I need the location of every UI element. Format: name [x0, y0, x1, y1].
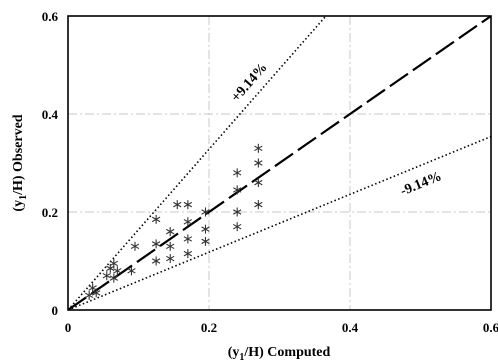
x-axis-title: (y1/H) Computed	[228, 345, 331, 362]
x-tick-label-2: 0.4	[342, 320, 359, 335]
data-point-26	[233, 185, 242, 195]
data-point-13	[166, 254, 175, 264]
data-point-6	[109, 258, 118, 268]
data-point-15	[166, 227, 175, 237]
data-point-25	[233, 207, 242, 217]
data-point-16	[173, 200, 182, 210]
data-point-3	[102, 271, 111, 281]
data-point-17	[183, 249, 193, 259]
tick-labels: 0 0.2 0.4 0.6 0 0.2 0.4 0.6	[42, 9, 498, 335]
x-tick-label-0: 0	[65, 320, 72, 335]
data-point-14	[166, 241, 175, 251]
data-point-22	[201, 224, 210, 234]
data-point-8	[127, 266, 136, 276]
data-point-28	[254, 200, 263, 210]
upper-bound-label: +9.14%	[229, 60, 271, 105]
data-point-2	[92, 288, 101, 298]
data-point-12	[151, 214, 161, 224]
data-point-19	[183, 217, 193, 227]
data-point-23	[201, 207, 210, 217]
y-tick-label-3: 0.6	[42, 9, 59, 24]
plot-frame	[67, 15, 492, 311]
data-point-18	[183, 234, 193, 244]
y-tick-label-0: 0	[52, 303, 59, 318]
x-tick-label-1: 0.2	[201, 320, 217, 335]
data-point-24	[233, 222, 242, 232]
bound-line-1	[68, 16, 327, 310]
lower-bound-label: -9.14%	[398, 169, 444, 199]
data-point-20	[183, 200, 193, 210]
data-points	[84, 143, 263, 300]
data-point-9	[130, 241, 140, 251]
data-point-30	[254, 158, 263, 168]
grid-lines	[68, 16, 491, 310]
x-tick-label-3: 0.6	[483, 320, 498, 335]
reference-lines	[68, 16, 491, 310]
data-point-27	[233, 168, 242, 178]
data-point-5	[109, 273, 118, 283]
y-tick-label-1: 0.2	[42, 205, 58, 220]
data-point-0	[84, 290, 94, 300]
data-point-29	[254, 178, 263, 188]
data-point-10	[151, 256, 161, 266]
data-point-7	[113, 266, 122, 276]
equality-line	[68, 16, 491, 310]
data-point-31	[254, 143, 263, 153]
y-axis-title: (y1/H) Observed	[11, 114, 29, 211]
data-point-11	[151, 239, 161, 249]
bound-line-2	[68, 135, 491, 310]
band-labels: +9.14% -9.14%	[229, 60, 444, 199]
y-tick-label-2: 0.4	[42, 107, 59, 122]
data-point-21	[201, 236, 210, 246]
